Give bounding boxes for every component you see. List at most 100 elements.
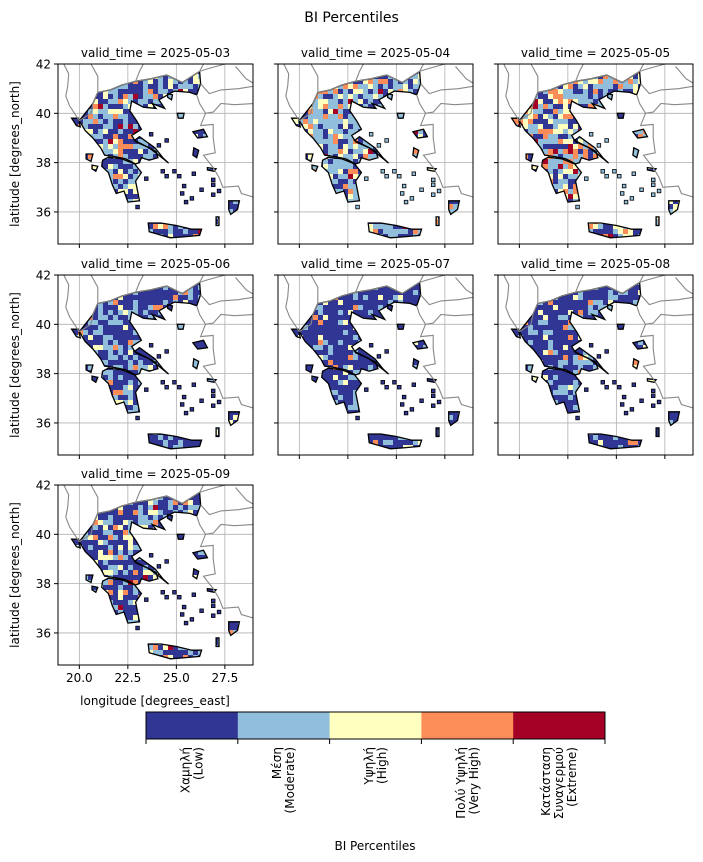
category-cell <box>108 144 113 149</box>
category-cell <box>578 360 583 365</box>
category-cell <box>598 300 603 305</box>
category-cell <box>593 224 598 229</box>
category-cell <box>148 149 153 154</box>
category-cell <box>548 330 553 335</box>
panel-frame <box>497 274 694 456</box>
category-cell <box>178 440 183 445</box>
category-cell <box>188 295 193 300</box>
category-cell <box>563 169 568 174</box>
category-cell <box>548 149 553 154</box>
island-marker <box>211 182 216 188</box>
category-cell <box>318 305 323 310</box>
coastline <box>353 346 390 375</box>
category-cell <box>543 109 548 114</box>
category-cell <box>133 355 138 360</box>
island-marker <box>436 188 442 194</box>
category-cell <box>368 224 373 229</box>
category-cell <box>98 315 103 320</box>
category-cell <box>128 99 133 104</box>
island-marker <box>191 171 197 176</box>
y-tick-label: 36 <box>36 416 51 430</box>
category-cell <box>148 79 153 84</box>
category-cell <box>318 124 323 129</box>
category-cell <box>558 124 563 129</box>
category-cell <box>133 330 138 335</box>
border-line <box>420 83 473 95</box>
category-cell <box>123 580 128 585</box>
island-marker <box>604 384 609 390</box>
category-cell <box>603 224 608 229</box>
category-cell <box>553 94 558 99</box>
category-cell <box>588 94 593 99</box>
island-marker <box>617 384 622 390</box>
category-cell <box>123 310 128 315</box>
category-cell <box>573 189 578 194</box>
category-cell <box>93 119 98 124</box>
category-cell <box>548 380 553 385</box>
category-cell <box>588 144 593 149</box>
island-marker <box>588 343 594 348</box>
category-cell <box>368 310 373 315</box>
category-cell <box>118 139 123 144</box>
category-cell <box>353 144 358 149</box>
category-cell <box>103 315 108 320</box>
island-marker <box>621 394 627 400</box>
coastline <box>616 112 625 119</box>
category-cell <box>568 99 573 104</box>
island-marker <box>431 393 436 399</box>
category-cell <box>118 585 123 590</box>
category-cell <box>178 325 183 330</box>
category-cell <box>568 310 573 315</box>
category-cell <box>103 109 108 114</box>
category-cell <box>588 84 593 89</box>
category-cell <box>338 104 343 109</box>
category-cell <box>113 525 118 530</box>
island-marker <box>401 394 407 400</box>
category-cell <box>143 89 148 94</box>
category-cell <box>148 365 153 370</box>
border-line <box>135 64 204 84</box>
category-cell <box>548 340 553 345</box>
category-cell <box>358 79 363 84</box>
category-cell <box>228 209 233 214</box>
category-cell <box>123 114 128 119</box>
island-marker <box>191 382 197 387</box>
category-cell <box>378 305 383 310</box>
category-cell <box>573 194 578 199</box>
category-cell <box>563 345 568 350</box>
category-cell <box>353 84 358 89</box>
category-cell <box>323 340 328 345</box>
border-line <box>675 277 693 295</box>
island-marker <box>156 143 162 148</box>
category-cell <box>133 580 138 585</box>
category-cell <box>318 144 323 149</box>
category-cell <box>593 435 598 440</box>
coastline <box>541 156 583 203</box>
category-cell <box>553 390 558 395</box>
category-cell <box>523 124 528 129</box>
category-cell <box>98 129 103 134</box>
category-cell <box>413 229 418 234</box>
category-cell <box>323 114 328 119</box>
category-cell <box>118 375 123 380</box>
category-cell <box>103 555 108 560</box>
coastline <box>290 328 302 339</box>
coastline <box>133 135 170 164</box>
coastline <box>396 323 405 330</box>
category-cell <box>338 149 343 154</box>
coastline <box>525 153 534 163</box>
coastline <box>525 364 534 374</box>
category-cell <box>633 440 638 445</box>
category-cell <box>153 505 158 510</box>
island-marker <box>651 393 656 399</box>
island-marker <box>211 177 216 183</box>
category-cell <box>163 224 168 229</box>
island-marker <box>392 380 397 385</box>
category-cell <box>548 119 553 124</box>
island-marker <box>179 402 185 407</box>
island-marker <box>623 410 629 416</box>
category-cell <box>143 575 148 580</box>
coastline <box>70 117 82 128</box>
category-cell <box>593 310 598 315</box>
panel-title: valid_time = 2025-05-08 <box>521 257 670 271</box>
